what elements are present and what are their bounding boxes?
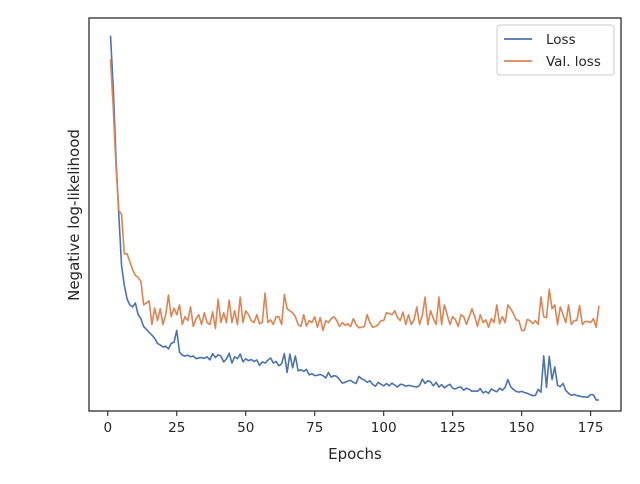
x-tick-label: 0: [103, 420, 112, 436]
series-line-val-loss: [109, 59, 600, 332]
x-axis-label: Epochs: [328, 445, 382, 463]
plot-frame: [88, 17, 622, 412]
x-tick-label: 125: [440, 420, 466, 436]
x-tick-label: 50: [237, 420, 254, 436]
legend-box: [496, 24, 615, 76]
series-line-loss: [109, 35, 599, 401]
x-axis-ticks: 0 25 50 75 100 125 150 175: [103, 411, 604, 436]
legend: Loss Val. loss: [496, 24, 615, 76]
series-layer: [109, 35, 600, 401]
x-tick-label: 25: [168, 420, 185, 436]
x-tick-label: 150: [509, 420, 535, 436]
legend-label: Val. loss: [546, 54, 601, 70]
x-tick-label: 100: [371, 420, 397, 436]
x-tick-label: 75: [306, 420, 323, 436]
x-tick-label: 175: [578, 420, 604, 436]
y-axis-label: Negative log-likelihood: [65, 129, 83, 301]
legend-label: Loss: [546, 32, 576, 48]
